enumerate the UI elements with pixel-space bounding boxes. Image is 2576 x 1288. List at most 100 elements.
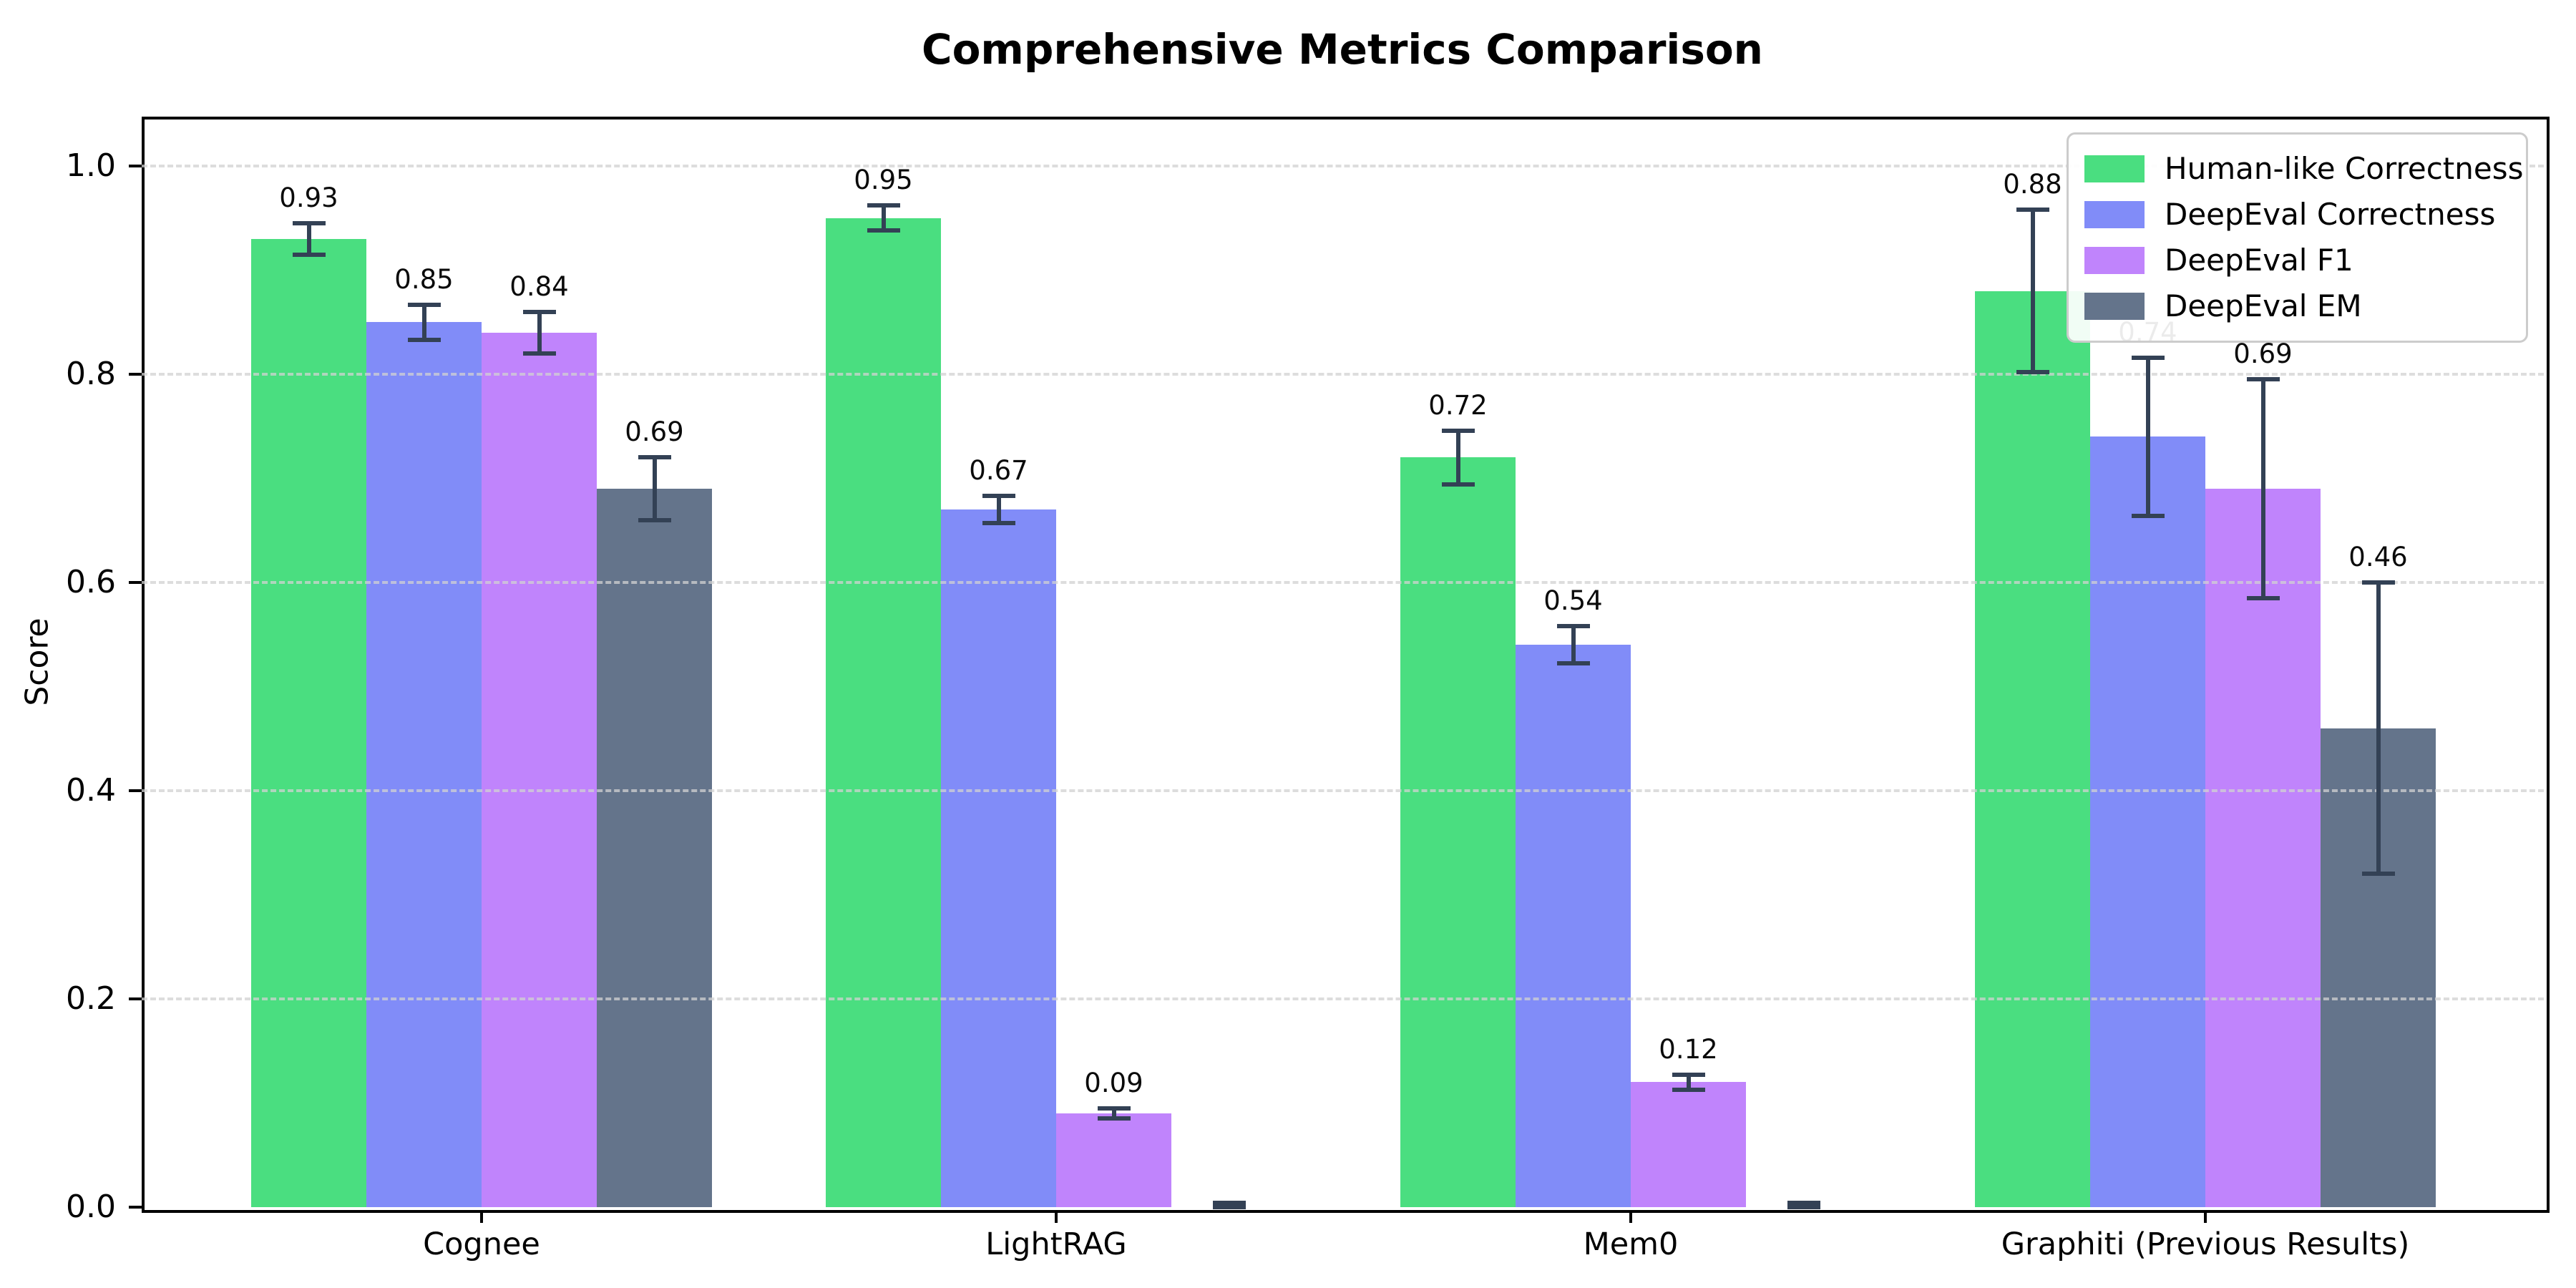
error-bar-cap bbox=[1556, 661, 1590, 666]
legend-swatch bbox=[2084, 155, 2145, 182]
error-bar bbox=[1686, 1075, 1691, 1090]
bar bbox=[597, 489, 712, 1207]
error-bar bbox=[2145, 357, 2150, 516]
y-axis-tick bbox=[129, 997, 142, 1000]
gridline bbox=[142, 997, 2544, 1000]
y-axis-tick bbox=[129, 165, 142, 167]
error-bar bbox=[421, 304, 426, 340]
error-bar-cap bbox=[1212, 1205, 1246, 1209]
y-tick-label: 1.0 bbox=[66, 147, 116, 184]
error-bar bbox=[1111, 1108, 1116, 1119]
error-bar-cap bbox=[638, 517, 671, 522]
y-tick-label: 0.8 bbox=[66, 356, 116, 392]
error-bar bbox=[2376, 582, 2381, 874]
y-axis-tick bbox=[129, 1206, 142, 1209]
bar-value-label: 0.95 bbox=[854, 165, 913, 196]
bar-value-label: 0.84 bbox=[509, 270, 569, 302]
error-bar-cap bbox=[2361, 580, 2395, 585]
error-bar-cap bbox=[2246, 377, 2280, 382]
error-bar bbox=[652, 457, 657, 520]
x-tick-label: Mem0 bbox=[1583, 1226, 1679, 1262]
legend-swatch bbox=[2084, 293, 2145, 320]
x-tick-label: Graphiti (Previous Results) bbox=[2001, 1226, 2410, 1262]
error-bar-cap bbox=[1441, 482, 1475, 487]
bar bbox=[1975, 291, 2090, 1207]
error-bar bbox=[881, 205, 886, 231]
bar-value-label: 0.85 bbox=[394, 263, 454, 295]
bar bbox=[1516, 645, 1631, 1207]
x-tick-label: Cognee bbox=[423, 1226, 540, 1262]
y-tick-label: 0.6 bbox=[66, 564, 116, 600]
bar bbox=[941, 509, 1056, 1207]
error-bar-cap bbox=[1787, 1201, 1820, 1206]
bar-value-label: 0.69 bbox=[625, 416, 684, 448]
legend-label: DeepEval Correctness bbox=[2165, 197, 2496, 232]
bar-value-label: 0.72 bbox=[1428, 389, 1488, 421]
gridline bbox=[142, 165, 2544, 167]
bar bbox=[482, 333, 597, 1207]
error-bar-cap bbox=[1672, 1073, 1705, 1078]
x-axis-tick bbox=[2204, 1210, 2207, 1223]
legend-item: DeepEval Correctness bbox=[2084, 192, 2510, 238]
error-bar-cap bbox=[1097, 1116, 1131, 1121]
bar-value-label: 0.88 bbox=[2003, 169, 2062, 200]
error-bar-cap bbox=[2131, 513, 2165, 518]
error-bar-cap bbox=[407, 337, 441, 342]
bar bbox=[2090, 436, 2205, 1207]
error-bar bbox=[537, 311, 542, 353]
error-bar-cap bbox=[982, 494, 1015, 499]
legend-item: Human-like Correctness bbox=[2084, 146, 2524, 192]
legend-swatch bbox=[2084, 247, 2145, 274]
error-bar-cap bbox=[638, 455, 671, 460]
error-bar-cap bbox=[1787, 1205, 1820, 1209]
error-bar-cap bbox=[982, 521, 1015, 526]
bar bbox=[1056, 1113, 1171, 1207]
legend-item: DeepEval F1 bbox=[2084, 238, 2510, 283]
y-tick-label: 0.0 bbox=[66, 1189, 116, 1225]
legend-label: DeepEval F1 bbox=[2165, 243, 2353, 278]
y-axis-tick bbox=[129, 373, 142, 376]
bar bbox=[1631, 1082, 1746, 1207]
error-bar bbox=[306, 223, 311, 255]
bar bbox=[366, 322, 482, 1207]
legend-swatch bbox=[2084, 201, 2145, 228]
legend-label: Human-like Correctness bbox=[2165, 151, 2524, 186]
error-bar-cap bbox=[2016, 370, 2049, 375]
x-axis-tick bbox=[1055, 1210, 1058, 1223]
bar-value-label: 0.54 bbox=[1543, 585, 1603, 617]
y-axis-tick bbox=[129, 789, 142, 792]
error-bar-cap bbox=[867, 203, 900, 208]
gridline bbox=[142, 581, 2544, 584]
error-bar-cap bbox=[2246, 595, 2280, 600]
legend-label: DeepEval EM bbox=[2165, 288, 2362, 323]
y-tick-label: 0.2 bbox=[66, 980, 116, 1017]
error-bar-cap bbox=[292, 221, 326, 226]
error-bar-cap bbox=[867, 228, 900, 233]
x-axis-tick bbox=[1629, 1210, 1632, 1223]
legend-item: DeepEval EM bbox=[2084, 283, 2510, 329]
error-bar-cap bbox=[2016, 208, 2049, 213]
error-bar bbox=[996, 496, 1001, 524]
y-tick-label: 0.4 bbox=[66, 772, 116, 809]
error-bar-cap bbox=[522, 309, 556, 314]
y-axis-label: Score bbox=[19, 618, 56, 706]
bar bbox=[1400, 457, 1516, 1207]
bar bbox=[2205, 489, 2321, 1207]
error-bar bbox=[1571, 626, 1576, 664]
error-bar-cap bbox=[407, 302, 441, 307]
x-tick-label: LightRAG bbox=[985, 1226, 1127, 1262]
error-bar-cap bbox=[1672, 1087, 1705, 1092]
error-bar bbox=[2030, 210, 2035, 373]
bar bbox=[251, 239, 366, 1207]
y-axis-tick bbox=[129, 581, 142, 584]
error-bar-cap bbox=[2131, 355, 2165, 360]
error-bar-cap bbox=[522, 351, 556, 356]
bar-value-label: 0.93 bbox=[279, 182, 338, 214]
bar bbox=[826, 218, 941, 1207]
bar-value-label: 0.09 bbox=[1084, 1067, 1143, 1098]
error-bar-cap bbox=[2361, 872, 2395, 877]
error-bar-cap bbox=[1556, 624, 1590, 629]
error-bar-cap bbox=[1097, 1106, 1131, 1111]
gridline bbox=[142, 789, 2544, 792]
bar-value-label: 0.67 bbox=[969, 455, 1028, 487]
